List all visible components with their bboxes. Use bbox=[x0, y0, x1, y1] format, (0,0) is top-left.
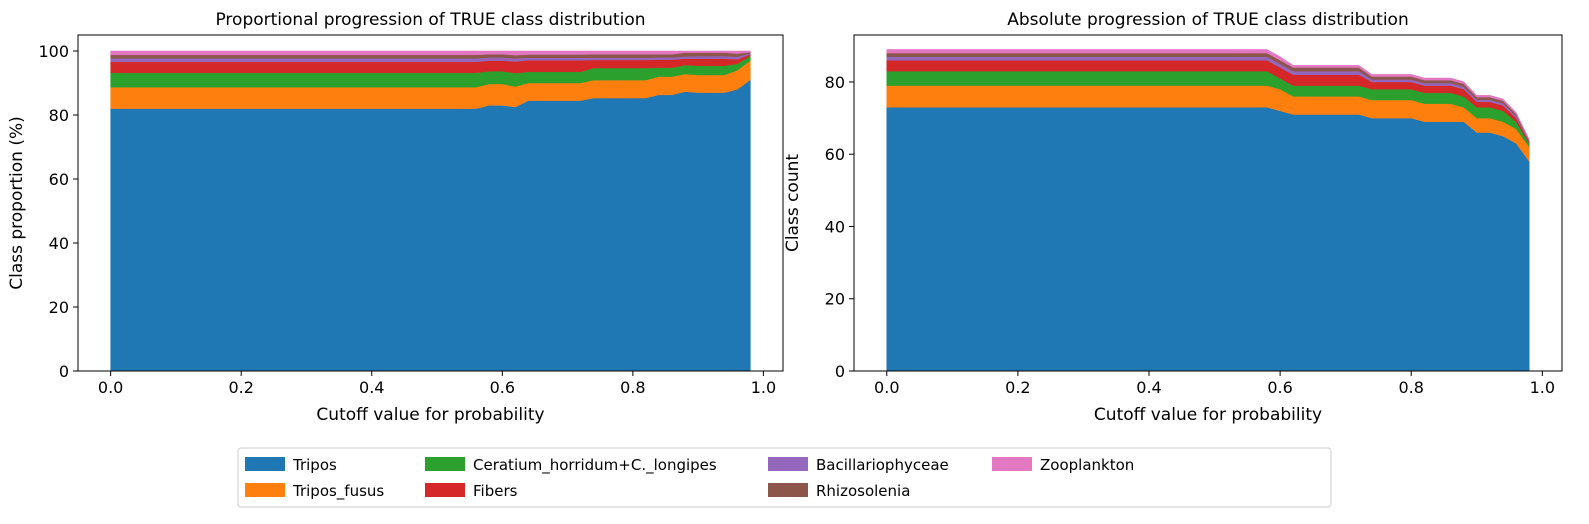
x-tick-label: 0.4 bbox=[1136, 378, 1161, 397]
area-tripos bbox=[886, 107, 1530, 372]
area-tripos bbox=[110, 79, 751, 372]
legend-swatch-rhizosolenia bbox=[768, 483, 808, 497]
x-tick-label: 0.4 bbox=[359, 378, 384, 397]
x-axis-label: Cutoff value for probability bbox=[316, 405, 544, 425]
y-tick-label: 60 bbox=[825, 145, 845, 164]
legend-frame bbox=[237, 447, 1332, 508]
legend-swatch-ceratium-horridum-c-longipes bbox=[425, 457, 465, 471]
y-tick-label: 40 bbox=[825, 217, 845, 236]
chart-title: Absolute progression of TRUE class distr… bbox=[1007, 10, 1408, 30]
legend-label-fibers: Fibers bbox=[473, 482, 518, 500]
x-tick-label: 0.2 bbox=[228, 378, 253, 397]
legend-label-ceratium-horridum-c-longipes: Ceratium_horridum+C._longipes bbox=[473, 456, 717, 475]
legend-label-rhizosolenia: Rhizosolenia bbox=[816, 482, 910, 500]
legend-swatch-bacillariophyceae bbox=[768, 457, 808, 471]
axes-frame bbox=[77, 34, 784, 372]
chart-proportional: 0.0 0.2 0.4 0.6 0.8 1.0 0 20 40 60 80 100 Proportion… bbox=[7, 10, 784, 425]
y-tick-label: 20 bbox=[49, 298, 69, 317]
x-tick-label: 0.0 bbox=[98, 378, 123, 397]
y-tick-label: 20 bbox=[825, 290, 845, 309]
y-tick-label: 80 bbox=[49, 106, 69, 125]
y-tick-label: 80 bbox=[825, 73, 845, 92]
x-axis-label: Cutoff value for probability bbox=[1094, 405, 1322, 425]
x-tick-label: 0.8 bbox=[1398, 378, 1423, 397]
x-tick-label: 1.0 bbox=[751, 378, 776, 397]
legend-swatch-zooplankton bbox=[992, 457, 1032, 471]
legend-label-tripos: Tripos bbox=[292, 456, 337, 474]
legend-swatch-tripos-fusus bbox=[245, 483, 285, 497]
chart-absolute: 0.0 0.2 0.4 0.6 0.8 1.0 0 20 40 60 80 Absolute prog… bbox=[783, 10, 1563, 425]
legend: Tripos Tripos_fusus Ceratium_horridum+C._l… bbox=[237, 447, 1332, 508]
y-tick-label: 60 bbox=[49, 170, 69, 189]
x-tick-label: 0.0 bbox=[874, 378, 899, 397]
legend-label-zooplankton: Zooplankton bbox=[1040, 456, 1134, 474]
x-tick-label: 0.8 bbox=[620, 378, 645, 397]
x-tick-label: 0.6 bbox=[1267, 378, 1292, 397]
y-tick-label: 0 bbox=[835, 362, 845, 381]
area-zooplankton bbox=[886, 49, 1530, 141]
legend-swatch-fibers bbox=[425, 483, 465, 497]
y-tick-label: 0 bbox=[59, 362, 69, 381]
legend-label-tripos-fusus: Tripos_fusus bbox=[292, 482, 384, 501]
legend-swatch-tripos bbox=[245, 457, 285, 471]
area-zooplankton bbox=[110, 50, 751, 56]
y-axis-label: Class count bbox=[783, 154, 803, 252]
x-tick-label: 1.0 bbox=[1530, 378, 1555, 397]
y-tick-label: 40 bbox=[49, 234, 69, 253]
y-tick-label: 100 bbox=[38, 42, 69, 61]
chart-title: Proportional progression of TRUE class d… bbox=[215, 10, 645, 30]
axes-frame bbox=[853, 34, 1563, 372]
y-axis-label: Class proportion (%) bbox=[7, 116, 27, 290]
x-tick-label: 0.6 bbox=[490, 378, 515, 397]
legend-label-bacillariophyceae: Bacillariophyceae bbox=[816, 456, 949, 474]
x-tick-label: 0.2 bbox=[1005, 378, 1030, 397]
